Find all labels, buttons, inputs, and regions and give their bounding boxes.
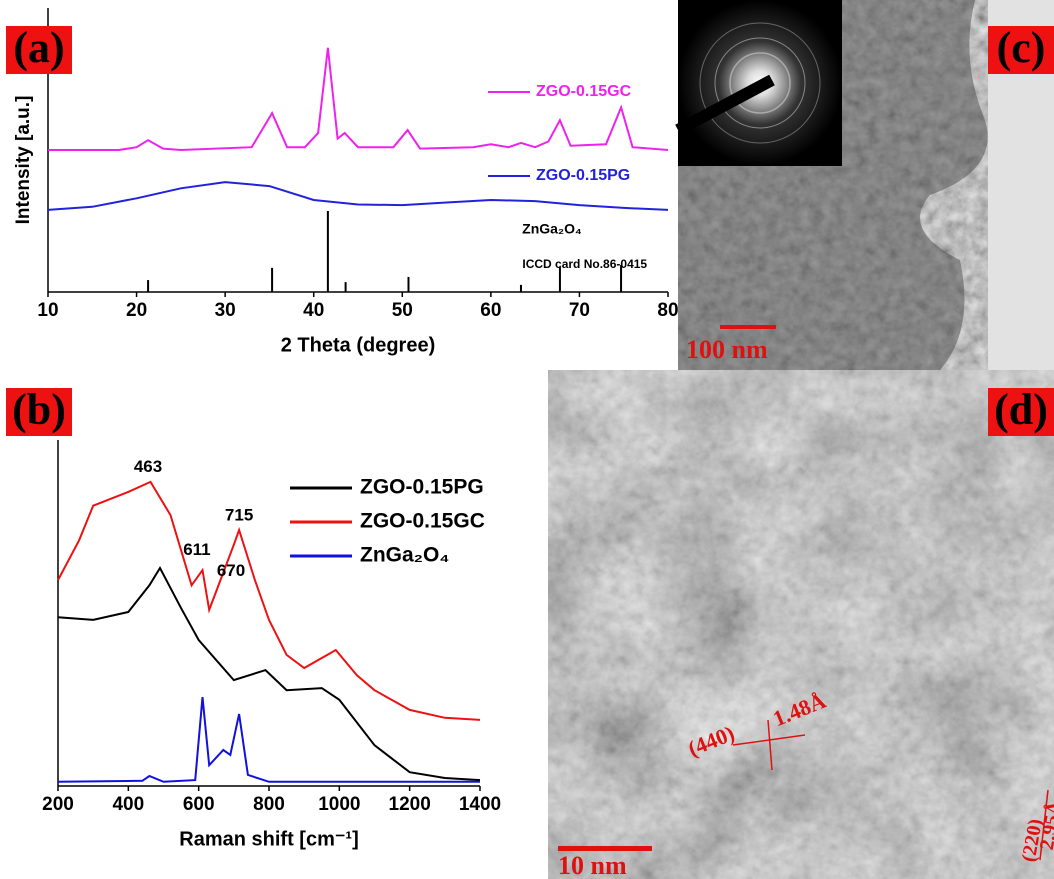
x-tick-label: 50 [392, 300, 413, 321]
series-line [48, 182, 668, 210]
legend-label: ZGO-0.15GC [536, 83, 632, 100]
x-axis-label: Raman shift [cm⁻¹] [179, 828, 358, 850]
annotation: 463 [134, 457, 162, 476]
annotation: 715 [225, 506, 253, 525]
x-tick-label: 40 [303, 300, 324, 321]
x-tick-label: 1400 [459, 794, 501, 815]
panel-label: (a) [13, 23, 64, 72]
series-line [58, 697, 480, 782]
x-axis-label: 2 Theta (degree) [281, 334, 435, 356]
panel-label: (d) [994, 385, 1048, 434]
scale-bar-label: 10 nm [558, 851, 627, 879]
x-tick-label: 20 [126, 300, 147, 321]
x-tick-label: 70 [569, 300, 590, 321]
annotation: ICCD card No.86-0415 [522, 257, 647, 271]
y-axis-label: Intensity [a.u.] [13, 96, 34, 225]
series-line [58, 568, 480, 780]
x-tick-label: 800 [253, 794, 285, 815]
x-tick-label: 30 [215, 300, 236, 321]
scale-bar-label: 100 nm [686, 335, 768, 364]
x-tick-label: 600 [183, 794, 215, 815]
legend-label: ZnGa₂O₄ [522, 221, 582, 237]
x-tick-label: 10 [37, 300, 58, 321]
annotation: 670 [217, 561, 245, 580]
figure: 10 20 30 40 50 60 70 80 2 Theta (degree) Intensit… [0, 0, 1054, 879]
legend-label: ZGO-0.15GC [360, 510, 485, 533]
annotation: 611 [183, 540, 210, 559]
panel-label: (b) [12, 385, 66, 434]
panel-label: (c) [997, 23, 1046, 72]
page: 10 20 30 40 50 60 70 80 2 Theta (degree) Intensit… [0, 0, 1054, 879]
x-tick-label: 400 [112, 794, 144, 815]
x-tick-label: 80 [657, 300, 678, 321]
legend-label: ZGO-0.15PG [360, 476, 484, 499]
x-tick-label: 1000 [318, 794, 360, 815]
legend-label: ZGO-0.15PG [536, 167, 630, 184]
x-tick-label: 1200 [389, 794, 431, 815]
x-tick-label: 60 [480, 300, 501, 321]
x-tick-label: 200 [42, 794, 74, 815]
tem-image-d [548, 370, 1054, 879]
legend-label: ZnGa₂O₄ [360, 544, 449, 567]
